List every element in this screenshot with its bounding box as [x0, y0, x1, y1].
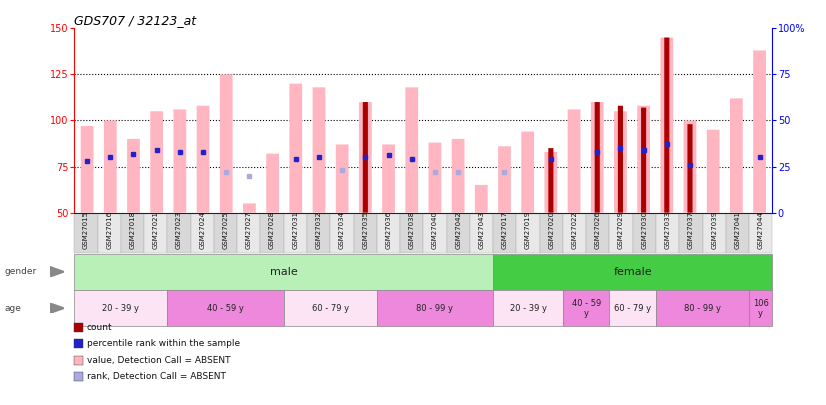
Bar — [336, 145, 349, 213]
Text: 80 - 99 y: 80 - 99 y — [416, 304, 453, 313]
Text: 60 - 79 y: 60 - 79 y — [615, 304, 651, 313]
Bar — [197, 106, 210, 213]
Text: GSM27041: GSM27041 — [734, 211, 740, 249]
Text: GSM27036: GSM27036 — [386, 211, 392, 249]
Text: GSM27019: GSM27019 — [525, 211, 531, 249]
Bar — [382, 145, 395, 213]
Text: GSM27029: GSM27029 — [618, 211, 624, 249]
Bar — [637, 106, 650, 213]
Text: GSM27023: GSM27023 — [176, 211, 182, 249]
Bar — [359, 102, 372, 213]
Bar — [289, 83, 302, 213]
Text: GDS707 / 32123_at: GDS707 / 32123_at — [74, 14, 197, 27]
Bar — [730, 98, 743, 213]
Text: count: count — [87, 323, 112, 332]
Text: GSM27030: GSM27030 — [641, 211, 648, 249]
Bar — [150, 111, 163, 213]
Text: value, Detection Call = ABSENT: value, Detection Call = ABSENT — [87, 356, 230, 364]
Text: male: male — [270, 267, 297, 277]
Text: GSM27042: GSM27042 — [455, 211, 461, 249]
Text: GSM27028: GSM27028 — [269, 211, 275, 249]
Text: GSM27018: GSM27018 — [130, 211, 135, 249]
Bar — [243, 203, 256, 213]
Text: GSM27022: GSM27022 — [572, 211, 577, 249]
Bar — [687, 124, 692, 213]
Bar — [127, 139, 140, 213]
Text: GSM27035: GSM27035 — [362, 211, 368, 249]
Text: GSM27017: GSM27017 — [501, 211, 508, 249]
Bar — [363, 102, 368, 213]
Bar — [475, 185, 487, 213]
Polygon shape — [50, 303, 64, 313]
Text: GSM27021: GSM27021 — [153, 211, 159, 249]
Bar — [567, 109, 581, 213]
Text: GSM27027: GSM27027 — [246, 211, 252, 249]
Bar — [614, 111, 627, 213]
Text: GSM27033: GSM27033 — [665, 211, 671, 249]
Text: 20 - 39 y: 20 - 39 y — [510, 304, 547, 313]
Text: GSM27031: GSM27031 — [292, 211, 298, 249]
Bar — [544, 152, 558, 213]
Bar — [661, 38, 673, 213]
Text: GSM27034: GSM27034 — [339, 211, 345, 249]
Bar — [753, 51, 766, 213]
Polygon shape — [50, 266, 64, 277]
Text: GSM27040: GSM27040 — [432, 211, 438, 249]
Bar — [548, 148, 553, 213]
Text: gender: gender — [4, 267, 36, 276]
Bar — [521, 132, 534, 213]
Bar — [104, 120, 116, 213]
Bar — [641, 108, 646, 213]
Bar — [664, 38, 669, 213]
Bar — [591, 102, 604, 213]
Text: 40 - 59
y: 40 - 59 y — [572, 298, 601, 318]
Text: female: female — [614, 267, 652, 277]
Bar — [220, 75, 233, 213]
Text: 40 - 59 y: 40 - 59 y — [207, 304, 244, 313]
Text: GSM27039: GSM27039 — [711, 211, 717, 249]
Text: percentile rank within the sample: percentile rank within the sample — [87, 339, 240, 348]
Text: GSM27025: GSM27025 — [222, 211, 229, 249]
Bar — [312, 87, 325, 213]
Text: rank, Detection Call = ABSENT: rank, Detection Call = ABSENT — [87, 372, 225, 381]
Text: GSM27015: GSM27015 — [83, 211, 89, 249]
Bar — [684, 120, 696, 213]
Bar — [618, 106, 623, 213]
Text: 20 - 39 y: 20 - 39 y — [102, 304, 140, 313]
Bar — [429, 143, 441, 213]
Bar — [595, 102, 600, 213]
Text: 80 - 99 y: 80 - 99 y — [684, 304, 721, 313]
Text: 60 - 79 y: 60 - 79 y — [311, 304, 349, 313]
Text: GSM27037: GSM27037 — [688, 211, 694, 249]
Text: GSM27038: GSM27038 — [409, 211, 415, 249]
Bar — [498, 146, 510, 213]
Bar — [707, 130, 719, 213]
Bar — [81, 126, 93, 213]
Text: GSM27032: GSM27032 — [316, 211, 321, 249]
Bar — [406, 87, 418, 213]
Text: GSM27024: GSM27024 — [199, 211, 206, 249]
Text: age: age — [4, 304, 21, 313]
Text: 106
y: 106 y — [752, 298, 769, 318]
Bar — [452, 139, 464, 213]
Text: GSM27016: GSM27016 — [107, 211, 112, 249]
Text: GSM27044: GSM27044 — [757, 211, 764, 249]
Text: GSM27026: GSM27026 — [595, 211, 601, 249]
Text: GSM27043: GSM27043 — [478, 211, 485, 249]
Bar — [266, 153, 279, 213]
Bar — [173, 109, 186, 213]
Text: GSM27020: GSM27020 — [548, 211, 554, 249]
